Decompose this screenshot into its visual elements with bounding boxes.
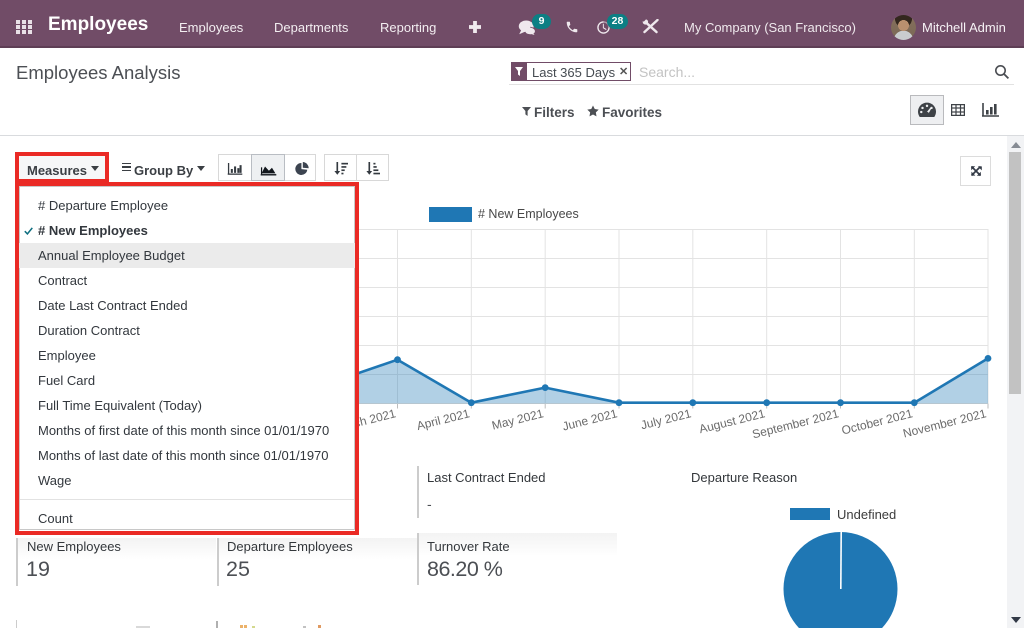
- svg-text:April 2021: April 2021: [415, 406, 471, 433]
- svg-text:November 2021: November 2021: [901, 406, 988, 440]
- svg-text:June 2021: June 2021: [561, 406, 619, 433]
- svg-text:July 2021: July 2021: [639, 406, 693, 432]
- svg-text:May 2021: May 2021: [490, 406, 545, 432]
